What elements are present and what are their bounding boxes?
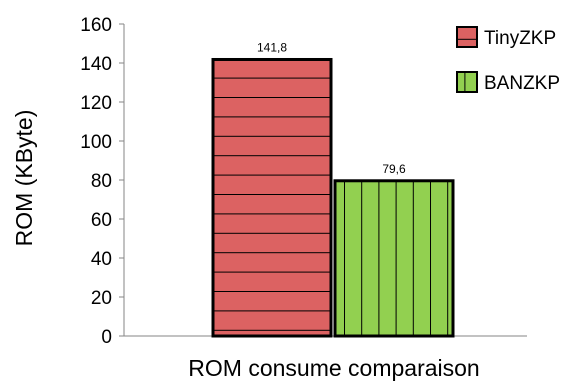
data-label-banzkp: 79,6 <box>382 162 406 176</box>
x-axis-title: ROM consume comparaison <box>188 355 479 381</box>
data-label-tinyzkp: 141,8 <box>257 40 287 54</box>
bars: 141,8 79,6 <box>211 40 455 338</box>
y-tick-label: 120 <box>80 93 112 114</box>
legend-label-tinyzkp: TinyZKP <box>484 28 556 49</box>
y-axis-title: ROM (KByte) <box>11 110 37 247</box>
y-ticks: 0 20 40 60 80 100 120 140 160 <box>80 15 124 348</box>
y-tick-label: 60 <box>91 210 112 231</box>
y-tick-label: 80 <box>91 171 112 192</box>
y-tick-label: 160 <box>80 15 112 36</box>
bar-outline-tinyzkp <box>211 57 333 338</box>
legend: TinyZKP BANZKP <box>456 26 560 94</box>
legend-swatch-outline-banzkp <box>456 71 478 93</box>
legend-swatch-outline-tinyzkp <box>456 26 478 48</box>
legend-label-banzkp: BANZKP <box>484 73 560 94</box>
legend-swatch-pattern-tinyzkp <box>457 27 477 47</box>
bar-pattern-banzkp <box>335 180 453 336</box>
legend-swatch-pattern-banzkp <box>457 72 477 92</box>
y-tick-label: 20 <box>91 288 112 309</box>
y-tick-label: 40 <box>91 249 112 270</box>
y-tick-label: 100 <box>80 132 112 153</box>
bar-pattern-tinyzkp <box>213 59 331 337</box>
y-tick-label: 140 <box>80 54 112 75</box>
y-tick-label: 0 <box>101 327 112 348</box>
bar-outline-banzkp <box>333 179 455 338</box>
